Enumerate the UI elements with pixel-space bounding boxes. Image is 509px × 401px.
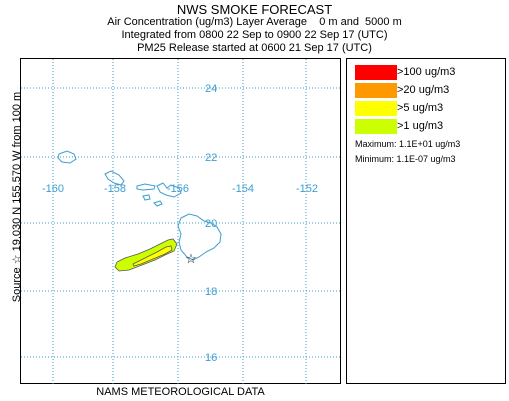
lat-label-18: 18 [205, 286, 217, 298]
maximum-value: Maximum: 1.1E+01 ug/m3 [355, 139, 461, 149]
legend-swatch-gt100 [355, 65, 397, 80]
island-lanai [142, 194, 151, 201]
smoke-plume: ☆ [114, 238, 197, 272]
source-marker-icon: ☆ [185, 251, 197, 266]
plume-gt5 [132, 245, 173, 267]
legend-label-gt100: >100 ug/m3 [397, 66, 456, 78]
lon-label-154: -154 [232, 183, 254, 195]
lon-label-152: -152 [296, 183, 318, 195]
minimum-value: Minimum: 1.1E-07 ug/m3 [355, 154, 456, 164]
legend-panel: >100 ug/m3 >20 ug/m3 >5 ug/m3 >1 ug/m3 M… [346, 58, 506, 384]
subtitle-concentration: Air Concentration (ug/m3) Layer Average … [107, 16, 402, 28]
map-canvas: 24 22 20 18 16 -160 -158 -156 -154 -152 … [21, 59, 342, 385]
island-molokai [136, 183, 156, 191]
map-panel: 24 22 20 18 16 -160 -158 -156 -154 -152 … [20, 58, 342, 385]
legend-swatch-gt20 [355, 83, 397, 98]
graticule [21, 59, 342, 385]
legend-swatch-gt5 [355, 101, 397, 116]
lat-label-20: 20 [205, 218, 217, 230]
legend-swatch-gt1 [355, 119, 397, 134]
plume-gt1 [114, 238, 178, 272]
lat-label-16: 16 [205, 352, 217, 364]
island-hawaii [177, 213, 222, 261]
legend-label-gt5: >5 ug/m3 [397, 102, 444, 114]
meteorological-data-label: NAMS METEOROLOGICAL DATA [96, 386, 265, 398]
coastline [57, 150, 222, 261]
lon-label-156: -156 [167, 183, 189, 195]
legend-label-gt20: >20 ug/m3 [397, 84, 450, 96]
subtitle-release: PM25 Release started at 0600 21 Sep 17 (… [137, 42, 372, 54]
island-kahoolawe [153, 200, 163, 207]
lat-label-24: 24 [205, 83, 217, 95]
legend-label-gt1: >1 ug/m3 [397, 120, 444, 132]
island-kauai [57, 150, 77, 164]
subtitle-integration: Integrated from 0800 22 Sep to 0900 22 S… [121, 29, 388, 41]
island-oahu [104, 170, 125, 186]
map-title: NWS SMOKE FORECAST [176, 2, 333, 17]
lon-label-158: -158 [104, 183, 126, 195]
island-maui [156, 182, 182, 198]
lat-label-22: 22 [205, 152, 217, 164]
lon-label-160: -160 [42, 183, 64, 195]
